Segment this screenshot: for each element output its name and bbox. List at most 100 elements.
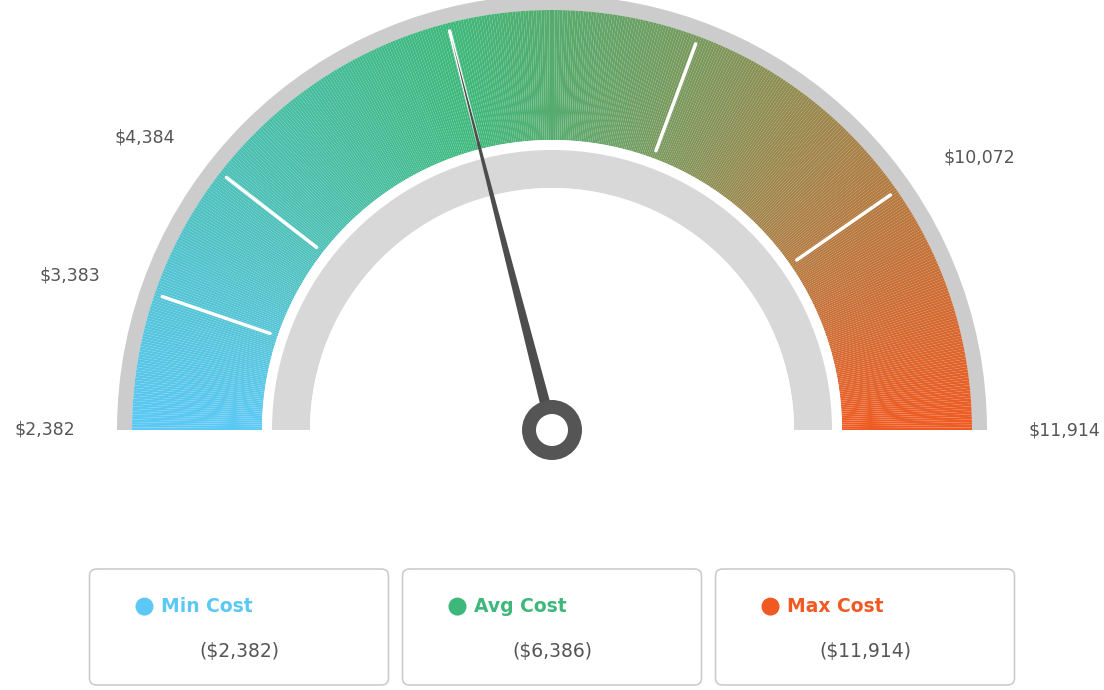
Wedge shape bbox=[760, 137, 854, 229]
Wedge shape bbox=[546, 10, 550, 140]
Wedge shape bbox=[740, 110, 826, 210]
Wedge shape bbox=[453, 21, 485, 148]
Wedge shape bbox=[608, 18, 636, 146]
Wedge shape bbox=[836, 341, 963, 371]
Wedge shape bbox=[200, 198, 310, 272]
Wedge shape bbox=[572, 11, 584, 141]
Wedge shape bbox=[233, 155, 333, 241]
Wedge shape bbox=[455, 21, 487, 148]
Wedge shape bbox=[835, 333, 962, 365]
Wedge shape bbox=[786, 181, 892, 259]
Circle shape bbox=[448, 598, 467, 615]
Wedge shape bbox=[777, 166, 881, 249]
Wedge shape bbox=[383, 45, 437, 165]
Wedge shape bbox=[679, 52, 737, 170]
Wedge shape bbox=[811, 241, 928, 302]
Wedge shape bbox=[198, 203, 308, 275]
Wedge shape bbox=[142, 333, 269, 365]
Wedge shape bbox=[138, 354, 267, 380]
Wedge shape bbox=[135, 380, 264, 397]
Wedge shape bbox=[687, 58, 750, 174]
Wedge shape bbox=[834, 328, 960, 362]
Wedge shape bbox=[832, 323, 958, 358]
Wedge shape bbox=[825, 288, 948, 333]
Wedge shape bbox=[141, 338, 269, 368]
Wedge shape bbox=[829, 308, 955, 347]
Wedge shape bbox=[331, 71, 401, 184]
Wedge shape bbox=[208, 188, 316, 264]
Wedge shape bbox=[813, 246, 931, 305]
Wedge shape bbox=[636, 28, 677, 153]
Wedge shape bbox=[615, 20, 646, 148]
Wedge shape bbox=[342, 65, 410, 179]
Wedge shape bbox=[836, 344, 964, 372]
Wedge shape bbox=[148, 313, 274, 351]
Wedge shape bbox=[137, 367, 265, 388]
Wedge shape bbox=[821, 273, 943, 323]
Wedge shape bbox=[840, 385, 970, 401]
Wedge shape bbox=[156, 288, 279, 333]
Wedge shape bbox=[586, 13, 605, 142]
Circle shape bbox=[762, 598, 779, 615]
Wedge shape bbox=[842, 420, 972, 424]
Wedge shape bbox=[797, 205, 907, 276]
Wedge shape bbox=[742, 113, 830, 213]
Wedge shape bbox=[507, 12, 523, 141]
Wedge shape bbox=[263, 124, 353, 220]
Wedge shape bbox=[310, 188, 794, 430]
Wedge shape bbox=[680, 53, 741, 171]
Wedge shape bbox=[174, 244, 291, 303]
Wedge shape bbox=[771, 155, 871, 241]
Wedge shape bbox=[466, 19, 495, 146]
Wedge shape bbox=[796, 203, 906, 275]
Wedge shape bbox=[654, 37, 702, 159]
Wedge shape bbox=[761, 139, 857, 230]
Wedge shape bbox=[588, 13, 607, 143]
Wedge shape bbox=[711, 78, 784, 188]
Wedge shape bbox=[744, 115, 831, 214]
Wedge shape bbox=[839, 370, 968, 390]
Wedge shape bbox=[781, 170, 884, 253]
Wedge shape bbox=[555, 10, 560, 140]
Wedge shape bbox=[273, 115, 360, 214]
Wedge shape bbox=[151, 300, 276, 342]
Wedge shape bbox=[278, 110, 364, 210]
Wedge shape bbox=[662, 41, 714, 162]
Wedge shape bbox=[189, 216, 302, 284]
Wedge shape bbox=[134, 396, 263, 408]
Wedge shape bbox=[838, 357, 966, 381]
Wedge shape bbox=[703, 71, 773, 184]
Wedge shape bbox=[831, 318, 957, 355]
Wedge shape bbox=[447, 23, 481, 149]
Wedge shape bbox=[741, 112, 828, 211]
Wedge shape bbox=[605, 17, 630, 145]
Text: $11,914: $11,914 bbox=[1029, 421, 1101, 439]
Wedge shape bbox=[788, 188, 896, 264]
Wedge shape bbox=[134, 393, 263, 406]
Wedge shape bbox=[804, 221, 917, 287]
Wedge shape bbox=[614, 19, 644, 147]
Wedge shape bbox=[325, 75, 396, 186]
Wedge shape bbox=[712, 79, 786, 189]
Wedge shape bbox=[132, 422, 262, 426]
Wedge shape bbox=[840, 380, 969, 397]
Wedge shape bbox=[746, 119, 836, 216]
Wedge shape bbox=[369, 51, 427, 169]
Wedge shape bbox=[838, 364, 967, 386]
Wedge shape bbox=[400, 37, 448, 159]
Wedge shape bbox=[144, 328, 270, 362]
Wedge shape bbox=[439, 25, 476, 150]
Wedge shape bbox=[824, 283, 946, 330]
Wedge shape bbox=[192, 212, 305, 281]
Wedge shape bbox=[136, 375, 265, 394]
Wedge shape bbox=[526, 10, 535, 141]
Wedge shape bbox=[842, 417, 972, 423]
Wedge shape bbox=[765, 144, 862, 234]
Wedge shape bbox=[721, 89, 799, 195]
Wedge shape bbox=[841, 411, 972, 419]
Wedge shape bbox=[157, 285, 279, 332]
Wedge shape bbox=[340, 66, 407, 179]
Wedge shape bbox=[149, 308, 275, 347]
Wedge shape bbox=[750, 122, 839, 219]
Wedge shape bbox=[803, 219, 916, 286]
